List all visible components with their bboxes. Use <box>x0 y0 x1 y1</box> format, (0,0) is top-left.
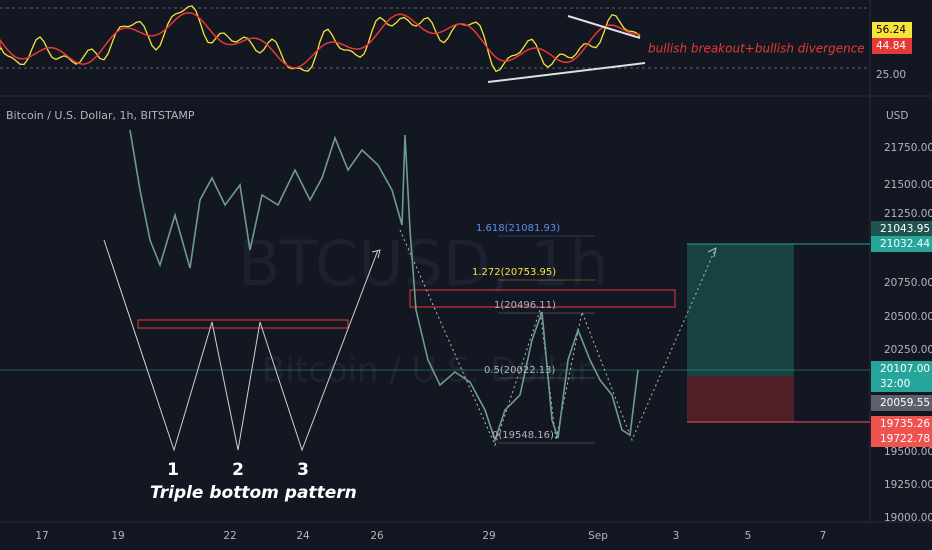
trendline <box>487 62 646 83</box>
time-tick: Sep <box>588 530 608 542</box>
fib-label: 1(20496.11) <box>494 300 556 311</box>
price-tag-label: 20107.00 <box>880 363 930 375</box>
fib-label: 0(19548.16) <box>492 430 554 441</box>
price-tag-label: 19722.78 <box>880 433 930 445</box>
axis-unit: USD <box>886 110 908 122</box>
price-tag-label: 21043.95 <box>880 223 930 235</box>
fib-label: 1.272(20753.95) <box>472 267 556 278</box>
resistance-box <box>137 319 349 329</box>
time-tick: 24 <box>296 530 310 542</box>
price-tag <box>871 221 932 237</box>
price-tag <box>871 376 932 392</box>
rsi-line <box>0 5 641 73</box>
pattern-point: 1 <box>167 460 179 480</box>
time-tick: 22 <box>223 530 236 542</box>
price-tag <box>871 431 932 447</box>
stop-zone <box>687 376 794 422</box>
pattern-lines <box>103 239 379 452</box>
price-tick: 19500.00 <box>884 446 932 458</box>
price-tick: 21750.00 <box>884 142 932 154</box>
rsi-annotation: bullish breakout+bullish divergence <box>648 42 865 56</box>
time-tick: 19 <box>111 530 124 542</box>
projection <box>399 229 716 447</box>
price-tick: 21500.00 <box>884 179 932 191</box>
target-zone <box>687 244 794 376</box>
rsi-label: 44.84 <box>876 40 906 52</box>
fib-label: 0.5(20022.13) <box>484 365 556 376</box>
time-tick: 5 <box>745 530 752 542</box>
price-tag-label: 32:00 <box>880 378 910 390</box>
trendline <box>567 15 641 39</box>
arrow-head <box>371 249 381 259</box>
pattern-label: Triple bottom pattern <box>150 483 357 503</box>
price-tag <box>871 236 932 252</box>
rsi-label: 25.00 <box>876 69 906 81</box>
price-series <box>129 129 639 443</box>
time-tick: 17 <box>35 530 48 542</box>
price-tick: 19250.00 <box>884 479 932 491</box>
symbol-label: Bitcoin / U.S. Dollar, 1h, BITSTAMP <box>6 109 195 122</box>
time-tick: 3 <box>673 530 680 542</box>
time-tick: 26 <box>370 530 384 542</box>
price-tick: 21250.00 <box>884 208 932 220</box>
price-tag <box>871 395 932 411</box>
rsi-tag <box>872 38 912 54</box>
fib-label: 1.618(21081.93) <box>476 223 560 234</box>
price-tag <box>871 416 932 432</box>
rsi-ma <box>0 11 641 69</box>
time-tick: 29 <box>482 530 495 542</box>
watermark-ticker: BTCUSD, 1h <box>238 227 609 300</box>
resistance-box <box>409 289 676 308</box>
pattern-point: 3 <box>297 460 309 480</box>
price-tick: 20500.00 <box>884 311 932 323</box>
time-tick: 7 <box>820 530 827 542</box>
price-tick: 19000.00 <box>884 512 932 524</box>
price-tick: 20750.00 <box>884 277 932 289</box>
price-tag <box>871 361 932 377</box>
arrow-head <box>707 247 717 258</box>
rsi-tag <box>872 22 912 38</box>
pattern-point: 2 <box>232 460 244 480</box>
price-tick: 20250.00 <box>884 344 932 356</box>
price-tag-label: 21032.44 <box>880 238 930 250</box>
rsi-label: 56.24 <box>876 24 906 36</box>
price-tag-label: 19735.26 <box>880 418 930 430</box>
price-tag-label: 20059.55 <box>880 397 930 409</box>
